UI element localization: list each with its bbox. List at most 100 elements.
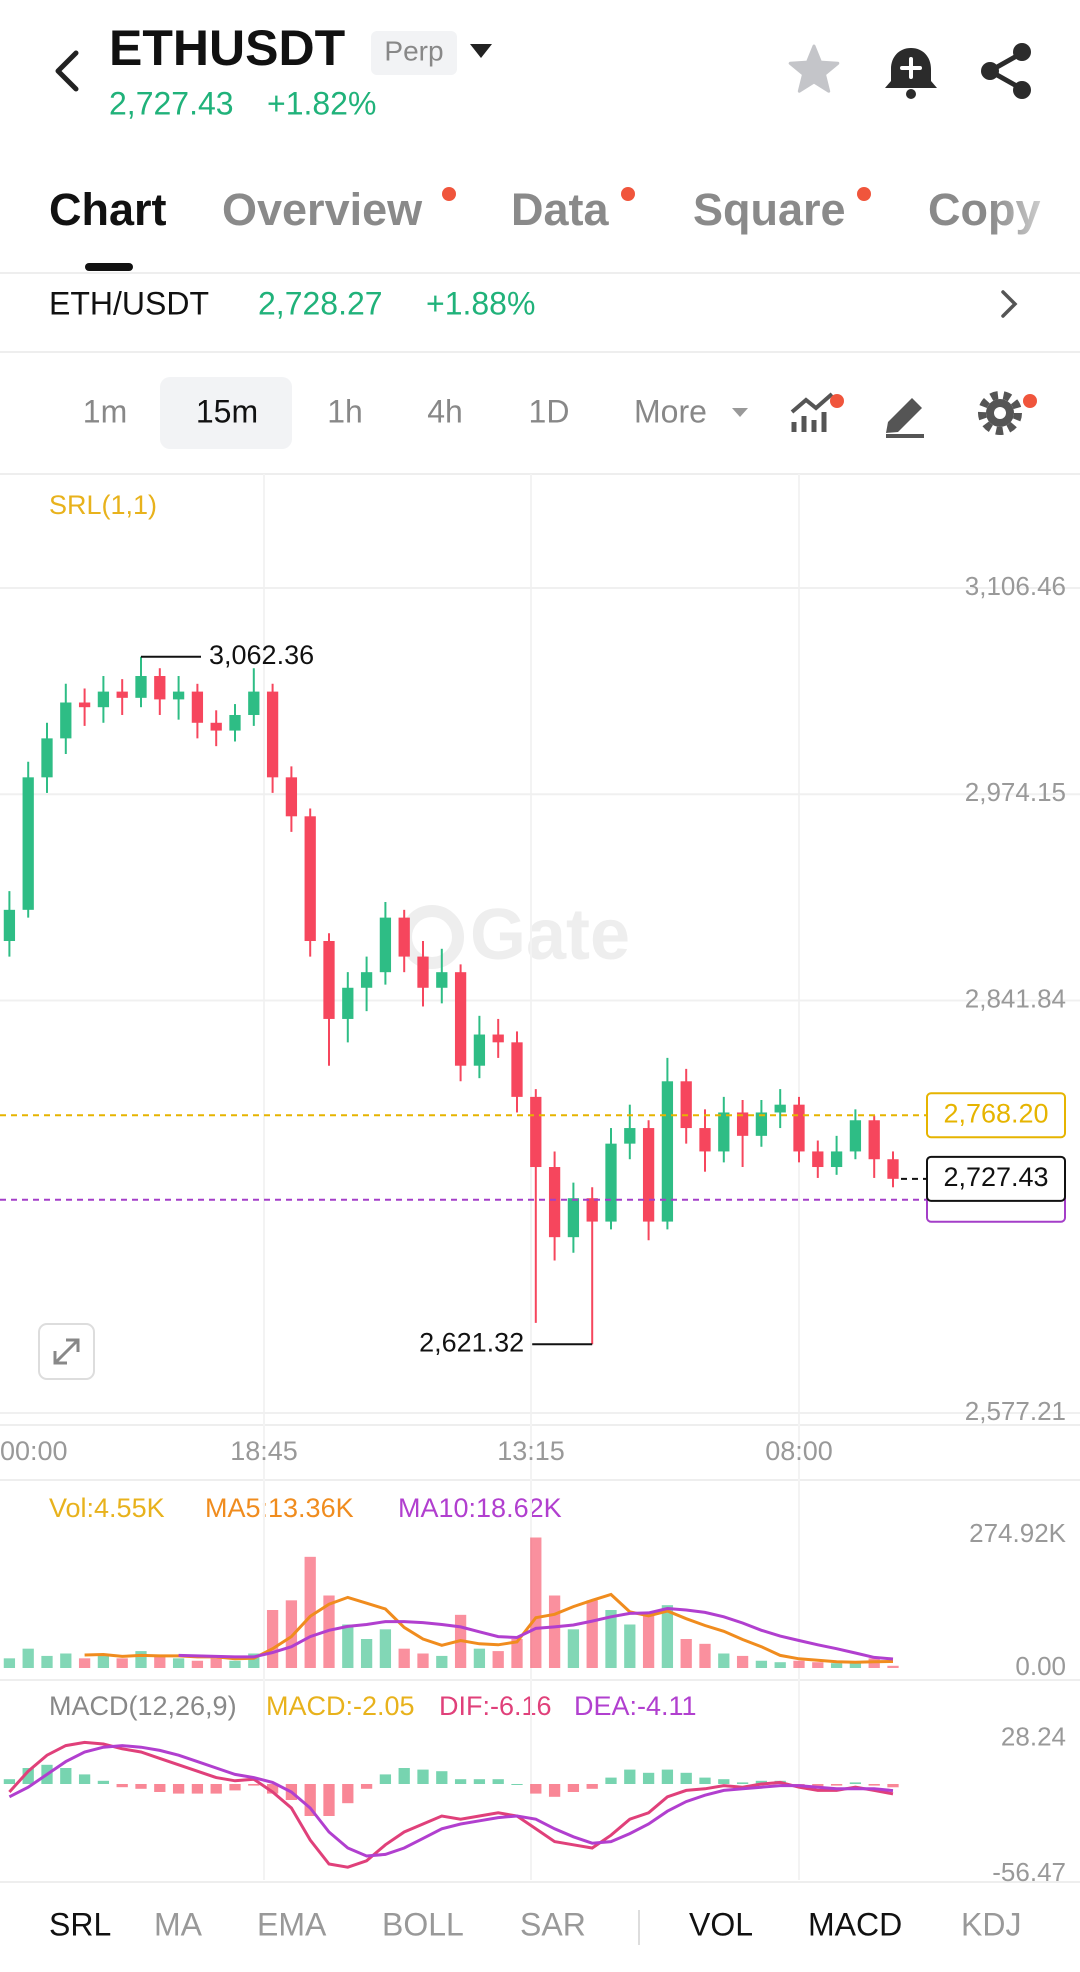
- volume-bar: [22, 1648, 34, 1668]
- y-tick-label: -56.47: [992, 1857, 1066, 1887]
- interval-active[interactable]: 15m: [196, 393, 258, 429]
- candle-body: [887, 1159, 899, 1179]
- volume-bar: [210, 1658, 222, 1668]
- tab-active[interactable]: Chart: [49, 184, 167, 235]
- volume-bar: [229, 1660, 241, 1668]
- y-tick-label: 28.24: [1001, 1722, 1066, 1752]
- tab[interactable]: Square: [693, 184, 846, 235]
- volume-bar: [266, 1610, 279, 1668]
- reference-box: [926, 1092, 1066, 1139]
- settings-button[interactable]: [978, 391, 1022, 435]
- last-price-label: 2,727.43: [943, 1162, 1048, 1192]
- macd-bar: [135, 1784, 147, 1789]
- volume-bar: [248, 1653, 260, 1668]
- volume-bar: [774, 1662, 786, 1668]
- sub-tab[interactable]: KDJ: [961, 1906, 1021, 1942]
- sub-tab-active[interactable]: VOL: [689, 1906, 753, 1942]
- volume-bar: [642, 1614, 655, 1668]
- volume-bar: [492, 1651, 504, 1668]
- favorite-button[interactable]: [788, 44, 840, 93]
- indicator-button[interactable]: [790, 392, 834, 432]
- ticker-chevron[interactable]: [1001, 290, 1018, 318]
- macd-bar: [304, 1784, 316, 1816]
- indicator-tab[interactable]: MA: [154, 1906, 203, 1942]
- sub-tab-active[interactable]: MACD: [808, 1906, 902, 1942]
- indicator-label: SRL(1,1): [49, 490, 157, 520]
- macd-bar: [436, 1771, 448, 1784]
- volume-bar: [304, 1556, 316, 1668]
- macd-bar: [191, 1784, 204, 1794]
- more-arrow: [732, 408, 748, 417]
- y-tick-label: 0.00: [1015, 1651, 1066, 1681]
- macd-bar: [586, 1784, 598, 1789]
- share-node: [981, 62, 999, 80]
- interval-more[interactable]: More: [634, 393, 707, 429]
- macd-bar: [116, 1784, 128, 1788]
- macd-bar: [830, 1784, 843, 1786]
- macd-bar: [718, 1779, 730, 1784]
- indicator-line: [178, 1606, 894, 1661]
- candle-body: [642, 1128, 655, 1222]
- tab-fade: [990, 180, 1080, 250]
- indicator-tab[interactable]: BOLL: [382, 1906, 464, 1942]
- annotation-label: 2,621.32: [419, 1327, 524, 1357]
- tab[interactable]: Data: [511, 184, 610, 235]
- notify-dot: [830, 394, 844, 408]
- macd-bar: [97, 1780, 110, 1784]
- indicator-tab[interactable]: SAR: [520, 1906, 586, 1942]
- interval[interactable]: 1m: [83, 393, 127, 429]
- candle-body: [191, 691, 204, 723]
- candle-body: [774, 1104, 786, 1113]
- candle-body: [3, 909, 16, 942]
- macd-bar: [849, 1782, 862, 1784]
- pen-icon: [886, 398, 922, 433]
- back-button[interactable]: [55, 50, 79, 92]
- macd-bar: [511, 1784, 523, 1785]
- volume-bar: [191, 1660, 204, 1668]
- candle-body: [342, 987, 354, 1019]
- legend-dif: DIF:-6.16: [439, 1691, 552, 1721]
- header-change: +1.82%: [267, 85, 376, 121]
- volume-bar: [285, 1600, 298, 1668]
- macd-bar: [567, 1784, 580, 1792]
- tab[interactable]: Overview: [222, 184, 423, 235]
- interval[interactable]: 1D: [529, 393, 570, 429]
- bell-plus: [900, 57, 922, 79]
- macd-bar: [379, 1774, 392, 1784]
- indicator-line: [8, 1744, 894, 1858]
- macd-bar: [548, 1784, 561, 1797]
- candle-body: [812, 1151, 824, 1168]
- indicator-tab-active[interactable]: SRL: [49, 1906, 111, 1942]
- ticker-pair[interactable]: ETH/USDT: [49, 285, 209, 321]
- expand-button[interactable]: [38, 1323, 95, 1380]
- candle-body: [360, 972, 373, 988]
- macd-bar: [530, 1784, 542, 1794]
- volume-bar: [530, 1537, 542, 1668]
- volume-bar: [154, 1655, 166, 1668]
- macd-bar: [248, 1784, 260, 1786]
- indicator-tab[interactable]: EMA: [257, 1906, 327, 1942]
- notify-dot: [621, 187, 635, 201]
- macd-bar: [342, 1784, 354, 1804]
- volume-bar: [116, 1658, 128, 1668]
- volume-bar: [624, 1624, 636, 1668]
- macd-bar: [642, 1772, 655, 1784]
- volume-bar: [360, 1639, 373, 1668]
- draw-button[interactable]: [886, 398, 924, 438]
- share-button[interactable]: [981, 43, 1031, 99]
- annotation-label: 3,062.36: [209, 640, 314, 670]
- candle-body: [285, 777, 298, 817]
- macd-bar: [323, 1784, 335, 1816]
- plot-layer: 00:00 18:45 13:15 08:00 2,577.21 2,841.84 2,97…: [0, 474, 1080, 1887]
- macd-bar: [172, 1784, 185, 1794]
- interval[interactable]: 1h: [327, 393, 363, 429]
- volume-bar: [172, 1658, 185, 1668]
- x-tick-label: 08:00: [765, 1436, 833, 1466]
- alert-button[interactable]: [885, 48, 937, 99]
- interval[interactable]: 4h: [427, 393, 463, 429]
- symbol-title[interactable]: ETHUSDT: [109, 20, 345, 76]
- dropdown-arrow[interactable]: [470, 44, 492, 58]
- macd-bar: [417, 1769, 429, 1784]
